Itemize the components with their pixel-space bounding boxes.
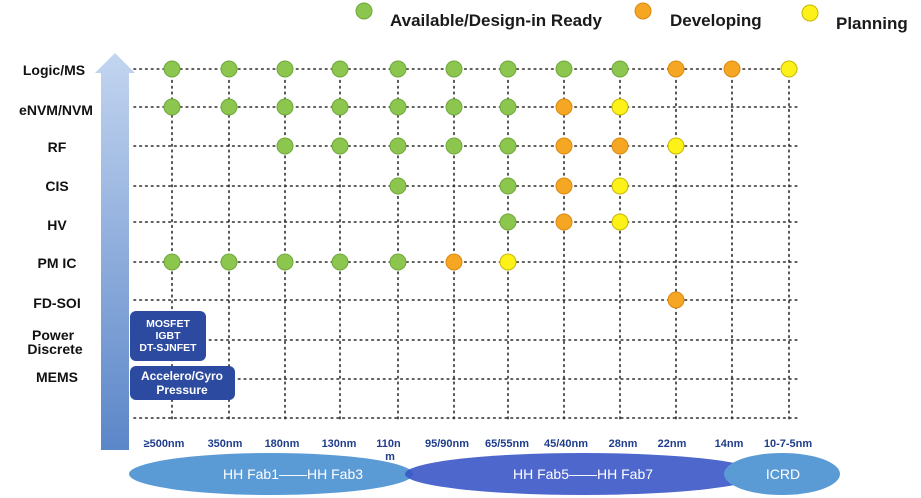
status-dot-developing — [555, 177, 573, 195]
fab-ellipse-icrd — [724, 453, 840, 495]
status-dot-planning — [611, 213, 629, 231]
power-discrete-box: MOSFET IGBT DT-SJNFET — [130, 311, 206, 361]
status-dot-available — [220, 60, 238, 78]
status-dot-available — [331, 60, 349, 78]
mems-box-bg — [130, 366, 235, 400]
power-discrete-box-line: DT-SJNFET — [139, 342, 197, 354]
fab-bar: HH Fab1——HH Fab3 HH Fab5——HH Fab7 ICRD — [129, 453, 840, 495]
status-dot-developing — [611, 137, 629, 155]
fab-label-fab1-fab3: HH Fab1——HH Fab3 — [223, 466, 363, 482]
row-label-cis: CIS — [45, 178, 68, 194]
status-dot-available — [499, 98, 517, 116]
legend-developing-swatch — [634, 2, 652, 20]
status-dot-developing — [555, 213, 573, 231]
status-dot-developing — [723, 60, 741, 78]
row-label-logic-ms: Logic/MS — [23, 62, 85, 78]
row-label-power-discrete: Power Discrete — [27, 327, 82, 357]
status-dot-available — [389, 60, 407, 78]
status-dot-available — [499, 137, 517, 155]
status-dot-available — [499, 177, 517, 195]
status-dot-developing — [555, 137, 573, 155]
node-label: 65/55nm — [485, 438, 529, 450]
status-dots — [163, 60, 798, 309]
node-label: 10-7-5nm — [764, 438, 813, 450]
row-label-mems: MEMS — [36, 369, 78, 385]
node-label: 180nm — [265, 438, 300, 450]
power-discrete-box-line: IGBT — [155, 330, 181, 342]
status-dot-available — [276, 137, 294, 155]
legend-planning-swatch — [801, 4, 819, 22]
status-dot-available — [445, 60, 463, 78]
status-dot-developing — [445, 253, 463, 271]
status-dot-available — [331, 253, 349, 271]
fab-label-icrd: ICRD — [766, 466, 800, 482]
fab-ellipse-fab1-fab3 — [129, 453, 413, 495]
row-labels: Logic/MS eNVM/NVM RF CIS HV PM IC FD-SOI… — [19, 62, 93, 385]
legend-available-label: Available/Design-in Ready — [390, 11, 602, 30]
status-dot-available — [163, 253, 181, 271]
status-dot-developing — [667, 60, 685, 78]
status-dot-available — [276, 253, 294, 271]
status-dot-available — [499, 60, 517, 78]
row-label-envm-nvm: eNVM/NVM — [19, 102, 93, 118]
legend-planning-label: Planning — [836, 14, 908, 33]
status-dot-available — [163, 60, 181, 78]
node-label: 110n m — [376, 438, 404, 463]
power-discrete-box-line: MOSFET — [146, 318, 190, 330]
status-dot-available — [220, 98, 238, 116]
power-discrete-box-bg — [130, 311, 206, 361]
status-dot-available — [389, 98, 407, 116]
row-label-fd-soi: FD-SOI — [33, 295, 80, 311]
node-label: ≥500nm — [144, 438, 185, 450]
status-dot-available — [389, 253, 407, 271]
status-dot-available — [276, 60, 294, 78]
status-dot-planning — [611, 177, 629, 195]
status-dot-available — [220, 253, 238, 271]
status-dot-developing — [667, 291, 685, 309]
row-label-rf: RF — [48, 139, 67, 155]
status-dot-available — [276, 98, 294, 116]
legend-available-swatch — [355, 2, 373, 20]
status-dot-planning — [667, 137, 685, 155]
status-dot-available — [331, 98, 349, 116]
status-dot-available — [389, 177, 407, 195]
fab-ellipse-fab5-fab7 — [405, 453, 761, 495]
legend-developing-label: Developing — [670, 11, 762, 30]
node-label: 130nm — [322, 438, 357, 450]
status-dot-available — [555, 60, 573, 78]
node-label: 350nm — [208, 438, 243, 450]
status-dot-available — [611, 60, 629, 78]
row-label-pm-ic: PM IC — [38, 255, 77, 271]
status-dot-available — [499, 213, 517, 231]
status-dot-available — [163, 98, 181, 116]
mems-box: Accelero/Gyro Pressure — [130, 366, 235, 400]
node-label: 45/40nm — [544, 438, 588, 450]
status-dot-available — [445, 98, 463, 116]
node-labels: ≥500nm 350nm 180nm 130nm 110n m 95/90nm … — [144, 438, 813, 463]
status-dot-available — [445, 137, 463, 155]
node-label: 14nm — [715, 438, 744, 450]
legend: Available/Design-in Ready Developing Pla… — [355, 2, 908, 33]
row-label-hv: HV — [47, 217, 67, 233]
node-label: 28nm — [609, 438, 638, 450]
status-dot-planning — [780, 60, 798, 78]
status-dot-available — [389, 137, 407, 155]
status-dot-developing — [555, 98, 573, 116]
status-dot-available — [331, 137, 349, 155]
dotted-grid — [133, 68, 801, 421]
status-dot-planning — [499, 253, 517, 271]
mems-box-line: Pressure — [156, 383, 208, 397]
node-label: 22nm — [658, 438, 687, 450]
status-dot-planning — [611, 98, 629, 116]
up-arrow-icon — [95, 53, 135, 450]
node-label: 95/90nm — [425, 438, 469, 450]
fab-label-fab5-fab7: HH Fab5——HH Fab7 — [513, 466, 653, 482]
mems-box-line: Accelero/Gyro — [141, 369, 223, 383]
